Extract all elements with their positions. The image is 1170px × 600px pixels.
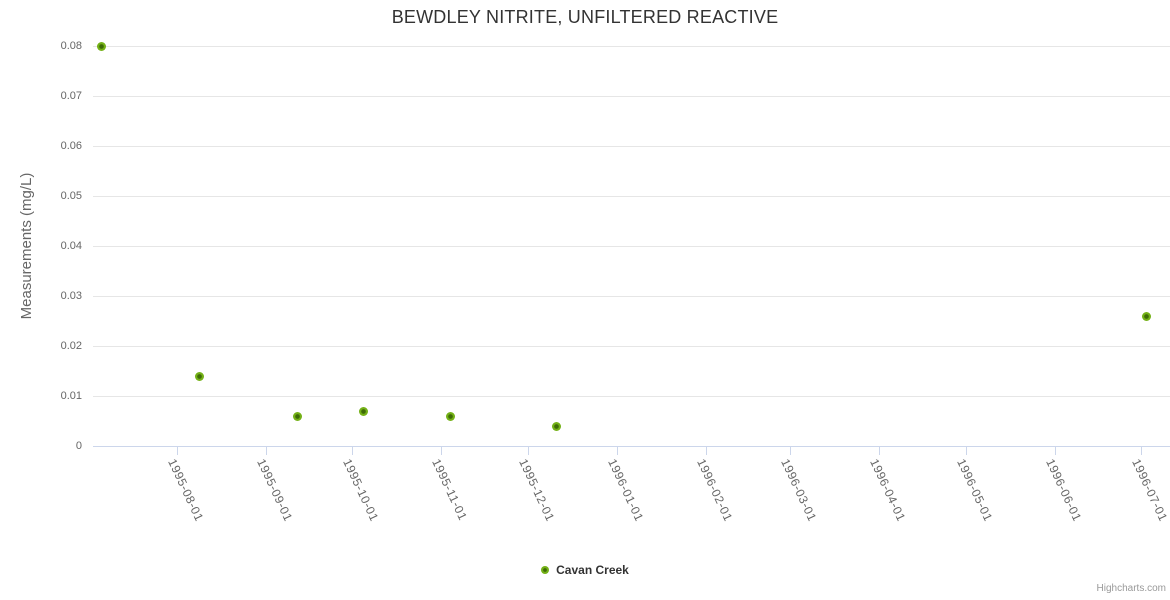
chart-title: BEWDLEY NITRITE, UNFILTERED REACTIVE	[391, 7, 779, 27]
x-tick-mark	[617, 447, 618, 455]
x-tick-mark	[966, 447, 967, 455]
x-tick-mark	[1055, 447, 1056, 455]
x-axis-label: 1995-10-01	[340, 456, 382, 524]
legend: Cavan Creek	[0, 563, 1170, 577]
legend-label: Cavan Creek	[556, 563, 629, 577]
x-axis-label: 1996-04-01	[867, 456, 909, 524]
x-tick-mark	[1141, 447, 1142, 455]
y-axis-label: 0.05	[60, 190, 82, 202]
x-tick-mark	[879, 447, 880, 455]
y-axis-label: 0.06	[60, 140, 82, 152]
x-axis-label: 1995-12-01	[516, 456, 558, 524]
x-axis-label: 1996-05-01	[954, 456, 996, 524]
data-point[interactable]	[97, 41, 107, 51]
data-point[interactable]	[195, 371, 205, 381]
y-gridline	[93, 396, 1170, 397]
x-tick-mark	[528, 447, 529, 455]
y-axis-label: 0	[75, 440, 82, 452]
data-point[interactable]	[445, 411, 455, 421]
x-axis-label: 1996-03-01	[778, 456, 820, 524]
y-gridline	[93, 146, 1170, 147]
x-tick-mark	[266, 447, 267, 455]
x-axis-label: 1996-01-01	[605, 456, 647, 524]
y-axis-label: 0.04	[60, 240, 82, 252]
y-axis-label: 0.07	[60, 90, 82, 102]
y-gridline	[93, 96, 1170, 97]
y-axis-label: 0.03	[60, 290, 82, 302]
legend-item-cavan-creek[interactable]: Cavan Creek	[541, 563, 629, 577]
y-gridline	[93, 196, 1170, 197]
legend-marker-icon	[541, 566, 550, 574]
x-tick-mark	[352, 447, 353, 455]
x-axis-label: 1995-11-01	[429, 456, 471, 523]
y-gridline	[93, 296, 1170, 297]
x-tick-mark	[441, 447, 442, 455]
data-point[interactable]	[292, 411, 302, 421]
x-axis-label: 1995-09-01	[254, 456, 296, 524]
data-point[interactable]	[1142, 311, 1152, 321]
y-axis-label: 0.08	[60, 40, 82, 52]
highcharts-credit-link[interactable]: Highcharts.com	[1096, 583, 1166, 594]
y-gridline	[93, 46, 1170, 47]
x-axis-label: 1995-08-01	[165, 456, 207, 524]
y-axis-label: 0.01	[60, 390, 82, 402]
x-tick-mark	[790, 447, 791, 455]
data-point[interactable]	[552, 421, 562, 431]
x-tick-mark	[706, 447, 707, 455]
x-axis-label: 1996-07-01	[1129, 456, 1170, 524]
data-point[interactable]	[359, 406, 369, 416]
x-tick-mark	[177, 447, 178, 455]
y-gridline	[93, 346, 1170, 347]
x-axis-line	[93, 446, 1170, 447]
x-axis-label: 1996-02-01	[694, 456, 736, 524]
y-gridline	[93, 246, 1170, 247]
x-axis-label: 1996-06-01	[1043, 456, 1085, 524]
y-axis-label: 0.02	[60, 340, 82, 352]
